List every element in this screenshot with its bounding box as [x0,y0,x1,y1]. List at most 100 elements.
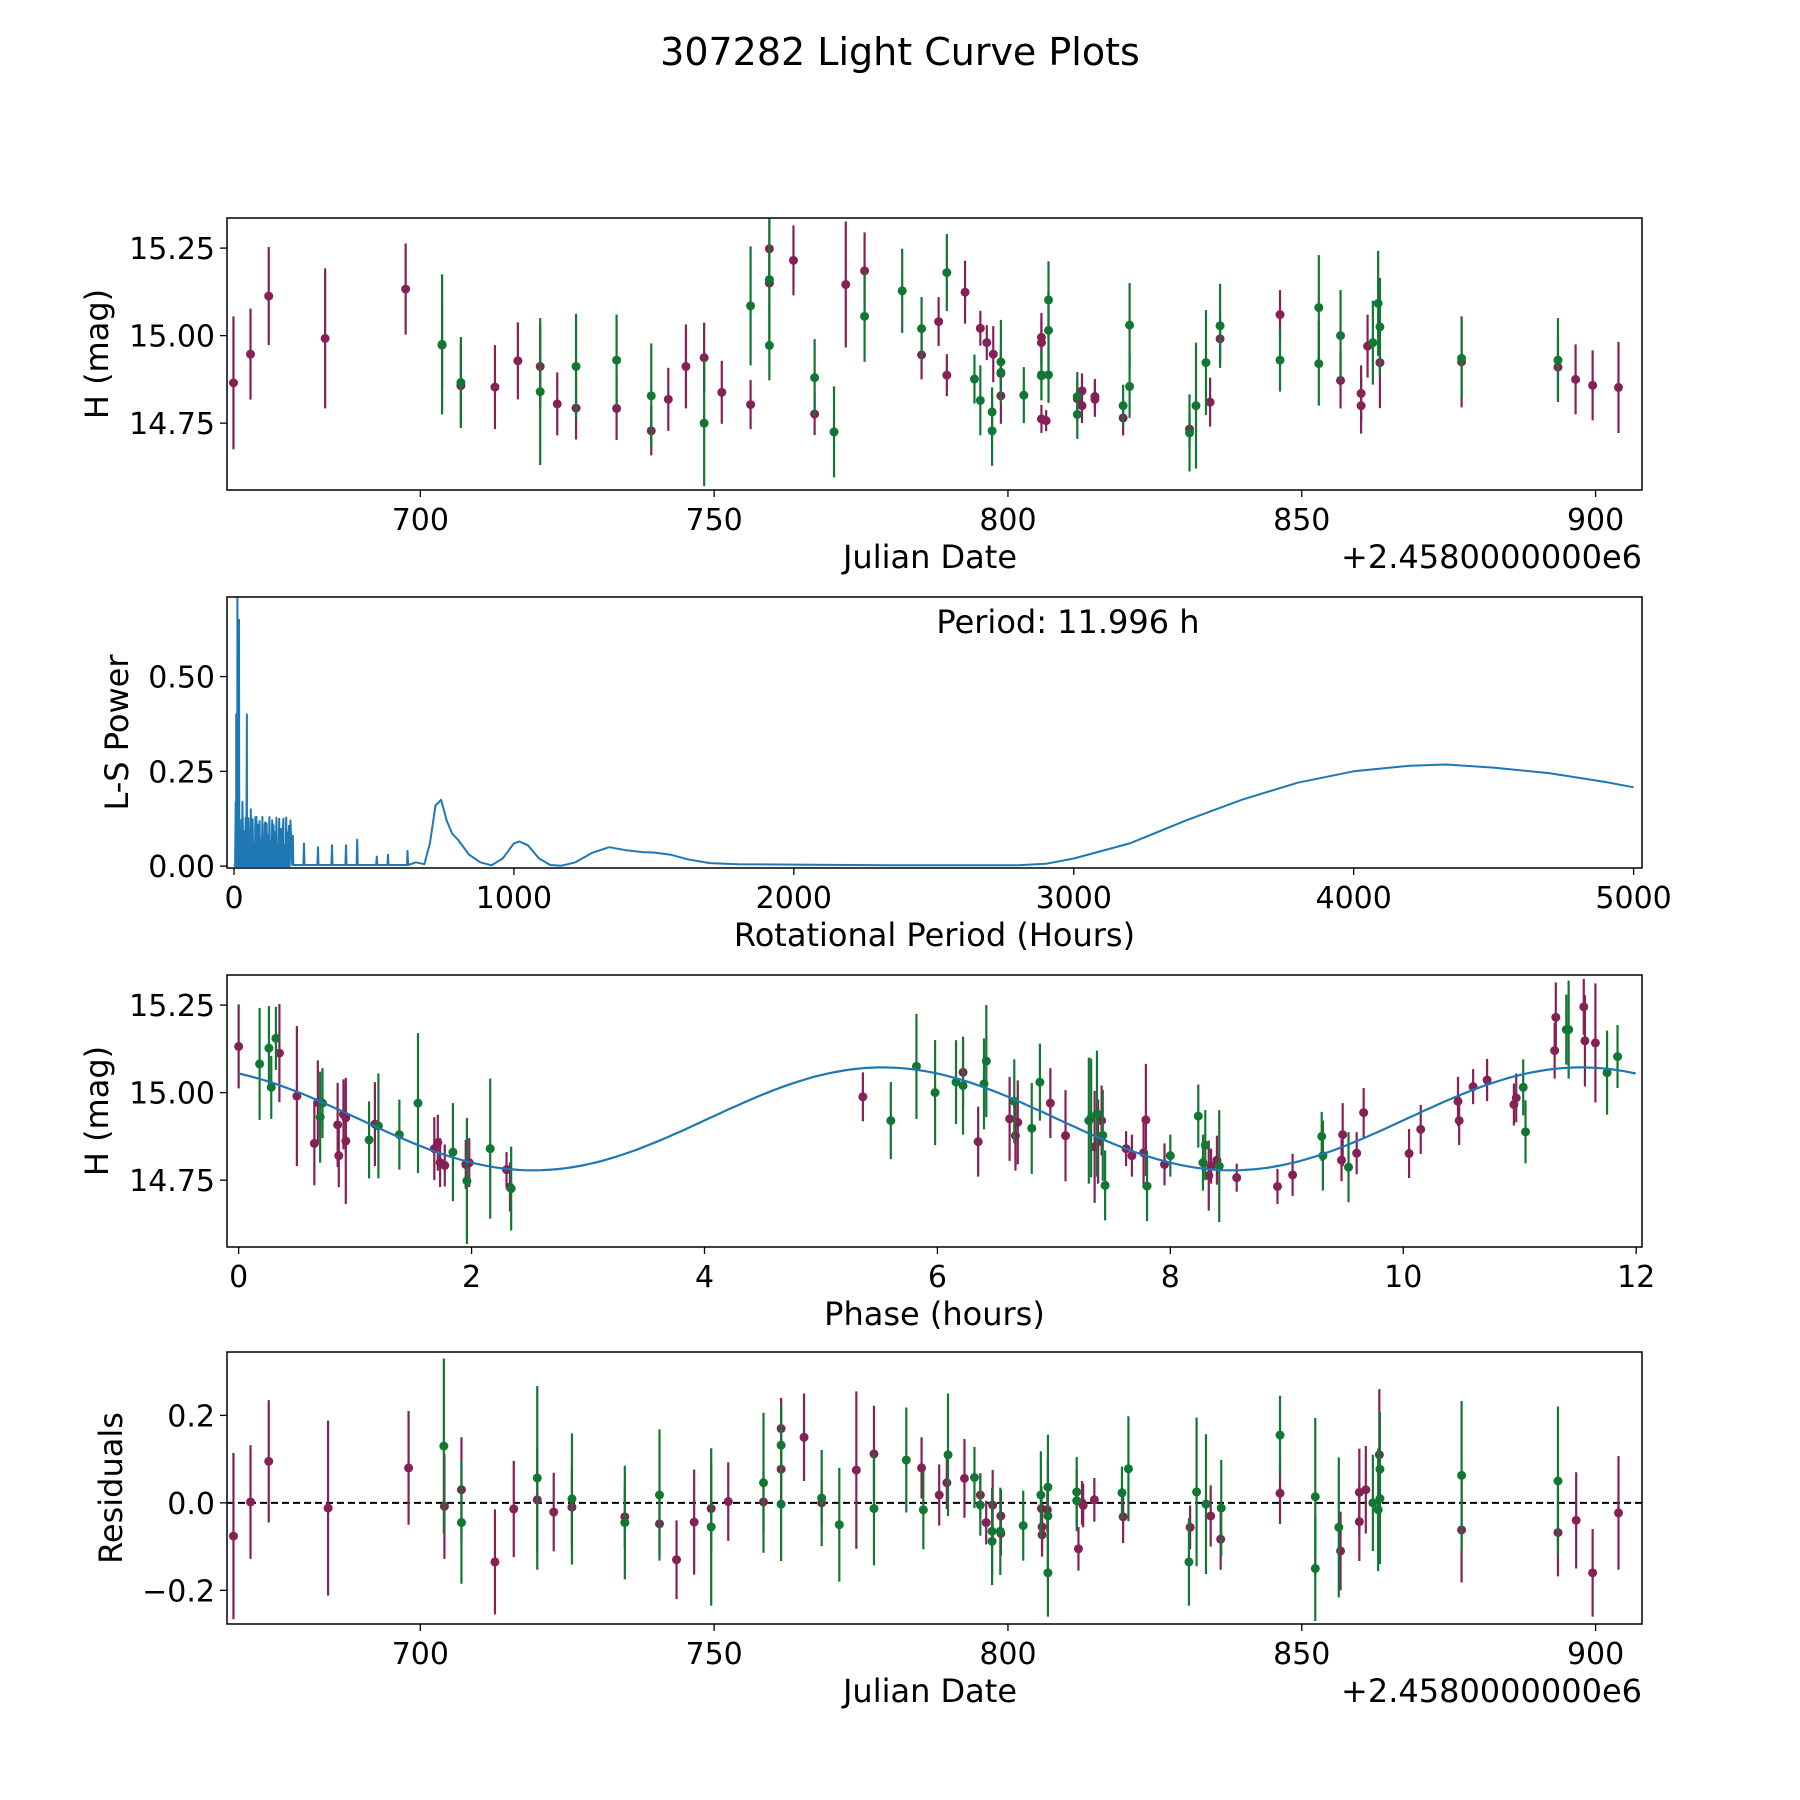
x-axis-label: Julian Date [841,1672,1017,1710]
data-point [987,426,997,436]
data-point [1550,1046,1560,1056]
data-point [1359,1108,1369,1118]
data-point [981,1518,991,1528]
data-point [975,323,985,333]
y-tick-label: 14.75 [129,1164,215,1199]
data-point [1338,1130,1348,1140]
data-point [404,1463,414,1473]
data-point [1373,1505,1383,1515]
x-offset-label: +2.4580000000e6 [1341,538,1642,576]
data-point [1185,428,1195,438]
x-tick-label: 5000 [1595,881,1671,916]
data-point [934,1490,944,1500]
data-point [532,1473,542,1483]
data-point [448,1147,458,1157]
data-point [817,1493,827,1503]
data-point [1602,1068,1612,1078]
data-point [456,1518,466,1528]
data-point [1013,1117,1023,1127]
data-point [1373,298,1383,308]
y-tick-label: 0.50 [148,661,215,696]
x-tick-label: 800 [979,1637,1036,1672]
x-offset-label: +2.4580000000e6 [1341,1672,1642,1710]
data-point [1077,401,1087,411]
data-point [1336,331,1346,341]
data-point [1041,416,1051,426]
data-point [1482,1075,1492,1085]
data-point [869,1504,879,1514]
data-point [858,1092,868,1102]
data-point [958,1081,968,1091]
data-point [917,1463,927,1473]
data-point [456,378,466,388]
data-point [320,333,330,343]
data-point [264,291,274,301]
axes-frame [226,974,1643,1248]
y-tick-label: 0.00 [148,850,215,885]
data-point [612,355,622,365]
data-point [1553,1476,1563,1486]
data-point [1118,401,1128,411]
data-point [1201,1499,1211,1509]
data-point [663,394,673,404]
data-point [1352,1148,1362,1158]
phased-lightcurve-panel: 0 2 4 6 8 10 12 14.75 15.00 15.25 Phase (hours) H (… [78,974,1655,1333]
x-tick-label: 2000 [756,881,832,916]
y-tick-label: 15.25 [129,232,215,267]
data-point [1551,1012,1561,1022]
x-tick-label: 4000 [1316,881,1392,916]
periodogram-line [233,597,1634,868]
y-tick-label: 0.25 [148,755,215,790]
data-point [1571,374,1581,384]
data-point [1036,370,1046,380]
data-point [746,400,756,410]
data-point [535,387,545,397]
periodogram-panel: 0 1000 2000 3000 4000 5000 0.00 0.25 0.50 Rotatio… [98,596,1672,954]
data-point [1368,338,1378,348]
data-point [1375,1493,1385,1503]
x-tick-label: 10 [1384,1260,1422,1295]
data-point [1200,1140,1210,1150]
data-point [364,1135,374,1145]
data-point [1073,1544,1083,1554]
data-point [1092,1109,1102,1119]
y-tick-label: 15.00 [129,1077,215,1112]
data-point [246,349,256,359]
x-tick-label: 700 [392,503,449,538]
y-tick-label: 15.00 [129,320,215,355]
data-point [834,1520,844,1530]
data-point [1457,1470,1467,1480]
data-point [1588,1568,1598,1578]
data-point [1564,1025,1574,1035]
data-point [1061,1131,1071,1141]
data-point [1216,1503,1226,1513]
data-point [266,1082,276,1092]
data-point [1141,1115,1151,1125]
data-point [1043,370,1053,380]
data-point [228,378,238,388]
data-point [401,284,411,294]
data-point [1553,355,1563,365]
data-point [654,1490,664,1500]
data-point [829,427,839,437]
data-point [934,317,944,327]
data-point [234,1041,244,1051]
data-point [942,370,952,380]
x-tick-label: 1000 [476,881,552,916]
data-point [1192,1487,1202,1497]
data-point [969,1473,979,1483]
data-point [723,1497,733,1507]
y-tick-label: 0.0 [167,1487,215,1522]
data-point [1027,1123,1037,1133]
data-point [706,1522,716,1532]
data-point [437,339,447,349]
data-point [490,1557,500,1567]
data-point [1117,1488,1127,1498]
data-point [271,1033,281,1043]
data-point [255,1059,265,1069]
data-point [323,1503,333,1513]
data-point [1036,1490,1046,1500]
data-point [1336,1546,1346,1556]
x-tick-label: 850 [1273,503,1330,538]
